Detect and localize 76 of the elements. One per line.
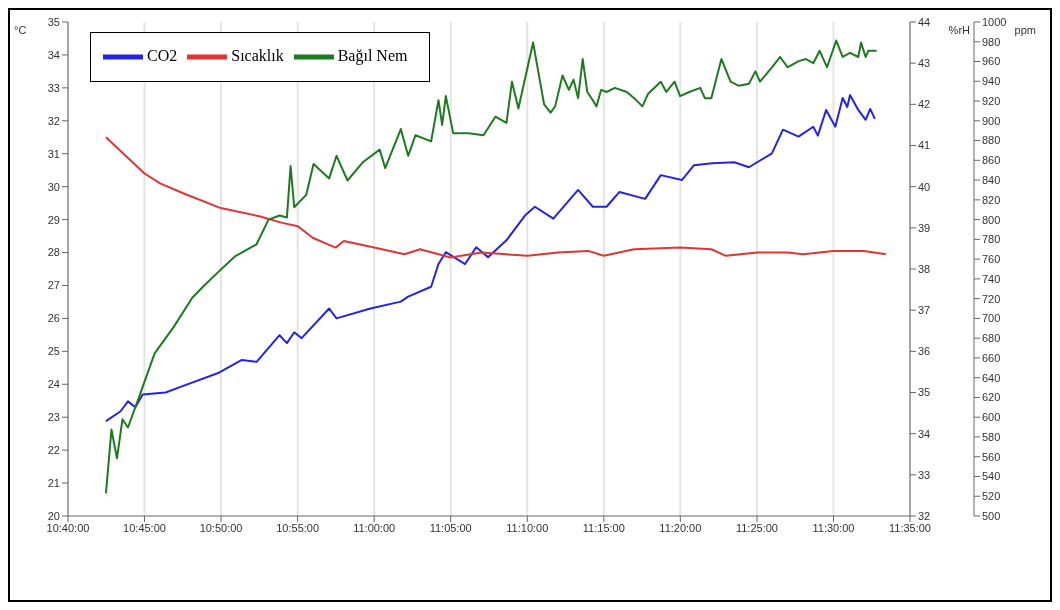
y2-tick-label: 36 [918, 345, 931, 358]
y3-tick-label: 680 [982, 332, 1001, 345]
x-tick-label: 11:25:00 [735, 521, 778, 534]
legend-label: CO2 [147, 46, 178, 64]
y3-tick-label: 900 [982, 114, 1001, 127]
y3-tick-label: 640 [982, 371, 1001, 384]
x-tick-label: 11:20:00 [659, 521, 702, 534]
y3-tick-label: 960 [982, 55, 1001, 68]
legend-label: Sıcaklık [231, 46, 284, 64]
y3-tick-label: 700 [982, 312, 1001, 325]
y3-tick-label: 920 [982, 94, 1001, 107]
y2-tick-label: 42 [918, 98, 931, 111]
y-tick-label: 27 [47, 279, 60, 292]
y2-axis-title: %rH [948, 23, 971, 36]
x-tick-label: 10:55:00 [276, 521, 320, 534]
y-tick-label: 25 [47, 345, 60, 358]
y-tick-label: 29 [47, 213, 60, 226]
y3-tick-label: 780 [982, 233, 1001, 246]
x-tick-label: 11:05:00 [429, 521, 472, 534]
x-tick-label: 11:10:00 [506, 521, 549, 534]
x-tick-label: 10:45:00 [123, 521, 166, 534]
y3-tick-label: 940 [982, 75, 1001, 88]
x-tick-label: 11:00:00 [353, 521, 396, 534]
x-tick-label: 10:50:00 [199, 521, 243, 534]
y-tick-label: 34 [47, 48, 60, 61]
y2-tick-label: 37 [918, 304, 931, 317]
x-tick-label: 11:15:00 [582, 521, 625, 534]
y2-tick-label: 38 [918, 262, 931, 275]
y2-tick-label: 43 [918, 57, 931, 70]
y2-tick-label: 39 [918, 221, 931, 234]
y-tick-label: 23 [47, 411, 60, 424]
y-tick-label: 20 [47, 509, 60, 522]
y3-tick-label: 980 [982, 35, 1001, 48]
y3-tick-label: 600 [982, 411, 1001, 424]
y3-tick-label: 880 [982, 134, 1001, 147]
x-tick-label: 11:35:00 [888, 521, 932, 534]
y-tick-label: 26 [47, 312, 60, 325]
y-tick-label: 24 [47, 378, 60, 391]
y2-tick-label: 35 [918, 386, 931, 399]
y3-tick-label: 620 [982, 391, 1001, 404]
y3-tick-label: 560 [982, 450, 1001, 463]
line-series [104, 94, 876, 423]
y3-tick-label: 720 [982, 292, 1001, 305]
y2-tick-label: 33 [918, 468, 931, 481]
y2-tick-label: 41 [918, 139, 931, 152]
line-series [104, 136, 887, 259]
legend-label: Bağıl Nem [337, 46, 408, 64]
y-tick-label: 30 [47, 180, 60, 193]
y3-tick-label: 1000 [982, 15, 1007, 28]
y-tick-label: 33 [47, 81, 60, 94]
line-series [104, 39, 878, 495]
y3-tick-label: 660 [982, 351, 1001, 364]
y3-axis-title: ppm [1014, 23, 1036, 36]
x-tick-label: 10:40:00 [46, 521, 90, 534]
y3-tick-label: 520 [982, 490, 1001, 503]
y3-tick-label: 500 [982, 509, 1001, 522]
y3-tick-label: 760 [982, 253, 1001, 266]
x-tick-label: 11:30:00 [812, 521, 855, 534]
y-axis-title: °C [14, 23, 27, 36]
y3-tick-label: 800 [982, 213, 1001, 226]
y3-tick-label: 580 [982, 430, 1001, 443]
y3-tick-label: 840 [982, 173, 1001, 186]
y-tick-label: 32 [47, 114, 60, 127]
y2-tick-label: 34 [918, 427, 931, 440]
y3-tick-label: 860 [982, 154, 1001, 167]
y-tick-label: 35 [47, 15, 60, 28]
y2-tick-label: 40 [918, 180, 931, 193]
y-tick-label: 28 [47, 246, 60, 259]
y-tick-label: 31 [47, 147, 60, 160]
y3-tick-label: 540 [982, 470, 1001, 483]
y3-tick-label: 740 [982, 272, 1001, 285]
y2-tick-label: 44 [918, 15, 931, 28]
y2-tick-label: 32 [918, 509, 931, 522]
y-tick-label: 22 [47, 444, 60, 457]
y3-tick-label: 820 [982, 193, 1001, 206]
y-tick-label: 21 [47, 476, 60, 489]
